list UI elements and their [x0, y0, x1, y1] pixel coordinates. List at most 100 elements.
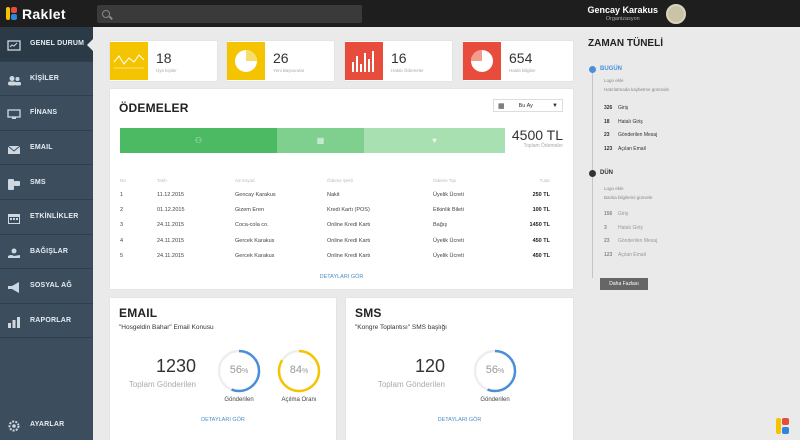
- stat-card-members[interactable]: 18 Üye kişiler: [110, 41, 217, 81]
- sidebar-item-label: KİŞİLER: [30, 74, 60, 82]
- cell-date: 24.11.2015: [157, 237, 185, 244]
- timeline-yesterday-note: Logo ekle: [604, 186, 624, 191]
- stat-card-applications[interactable]: 26 Yeni Başvurular: [227, 41, 334, 81]
- cell-name: Gercek Karakus: [235, 237, 275, 244]
- stat-label: Hatalı Ödemeler: [391, 67, 424, 73]
- bar-segment-members[interactable]: ⚇: [120, 128, 277, 153]
- pie-chart-icon: [227, 42, 265, 80]
- stat-card-failed-payments[interactable]: 16 Hatalı Ödemeler: [345, 41, 452, 81]
- timeline-yesterday-note2: Banka bilgilerini günvele: [604, 195, 653, 200]
- calendar-icon: ▦: [498, 102, 505, 110]
- people-icon: [7, 73, 21, 86]
- sidebar-item-sms[interactable]: SMS: [0, 165, 93, 200]
- list-item: 326 Giriş: [604, 105, 629, 111]
- table-row[interactable]: 5 24.11.2015 Gercek Karakus Online Kredi Ka…: [120, 249, 572, 264]
- table-row[interactable]: 1 11.12.2015 Gencay Karakus Nakit Üyelik Ücr…: [120, 187, 572, 202]
- column-header: No: [120, 177, 126, 183]
- search-icon: [102, 9, 110, 18]
- sidebar-item-sosyal-ag[interactable]: SOSYAL AĞ: [0, 269, 93, 304]
- sms-details-link[interactable]: DETAYLARI GÖR: [437, 417, 482, 423]
- donation-icon: ♥: [432, 136, 437, 145]
- search-input[interactable]: [97, 4, 362, 23]
- sidebar-item-finans[interactable]: FİNANS: [0, 96, 93, 131]
- cell-amount: 450 TL: [532, 237, 550, 244]
- payments-details-link[interactable]: DETAYLARI GÖR: [319, 274, 364, 280]
- timeline-more-button[interactable]: Daha Fazlası: [600, 278, 648, 290]
- app-logo[interactable]: Raklet: [0, 0, 93, 27]
- list-item: 23 Gönderilen Mesaj: [604, 238, 658, 245]
- bar-chart-icon: [345, 42, 383, 80]
- pie-chart-icon: [463, 42, 501, 80]
- stat-value: 18: [156, 49, 172, 66]
- cell-method: Kredi Kartı (POS): [327, 207, 370, 214]
- sidebar-item-genel-durum[interactable]: GENEL DURUM: [0, 27, 93, 62]
- bar-segment-donations[interactable]: ♥: [364, 128, 505, 153]
- sidebar-item-raporlar[interactable]: RAPORLAR: [0, 304, 93, 339]
- timeline-yesterday-label: DÜN: [600, 170, 613, 176]
- sms-total: 120: [414, 356, 445, 376]
- list-item: 123 Açılan Email: [604, 251, 646, 258]
- app-name: Raklet: [22, 5, 66, 22]
- payment-breakdown-bar: ⚇ ▦ ♥: [120, 128, 505, 153]
- sms-card: SMS "Kongre Toplantısı" SMS başlığı 120 …: [346, 298, 573, 440]
- sidebar-item-bagislar[interactable]: BAĞIŞLAR: [0, 235, 93, 270]
- sms-sent-label: Gönderilen: [480, 397, 510, 403]
- list-item: 3 Hatalı Giriş: [604, 224, 643, 231]
- user-role: Organizasyon: [605, 16, 640, 22]
- timeline-dot-yesterday: [589, 170, 596, 177]
- cell-no: 4: [120, 237, 124, 244]
- cell-method: Online Kredi Kartı: [327, 222, 371, 229]
- cell-method: Nakit: [327, 191, 340, 198]
- sidebar-item-label: AYARLAR: [30, 420, 65, 428]
- user-menu[interactable]: Gencay Karakus Organizasyon: [587, 3, 800, 24]
- email-details-link[interactable]: DETAYLARI GÖR: [201, 417, 245, 423]
- cell-type: Üyelik Ücreti: [433, 237, 464, 244]
- cell-no: 2: [120, 207, 124, 214]
- email-card: EMAIL "Hosgeldin Bahar" Email Konusu 123…: [110, 298, 336, 440]
- period-select-value: Bu Ay: [518, 102, 533, 109]
- table-header: No Tarih Ad Soyad Ödeme Şekli Ödeme Tipi…: [120, 173, 572, 187]
- bar-segment-events[interactable]: ▦: [277, 128, 364, 153]
- email-total: 1230: [155, 356, 196, 376]
- stat-label: Yeni Başvurular: [273, 67, 305, 73]
- stat-label: Hatalı Bilgiler: [509, 67, 536, 73]
- donation-icon: [7, 246, 21, 258]
- finance-icon: [7, 107, 21, 120]
- timeline-today-note: Logo ekle: [604, 78, 624, 83]
- timeline-today-label: BUGÜN: [600, 66, 622, 72]
- list-item: 18 Hatalı Giriş: [604, 118, 643, 125]
- cell-type: Etkinlik Bileti: [433, 207, 464, 214]
- cell-method: Online Kredi Kartı: [327, 237, 371, 244]
- email-open-percent: 84%: [289, 364, 309, 376]
- list-item: 156 Giriş: [604, 211, 629, 217]
- stat-card-failed-info[interactable]: 654 Hatalı Bilgiler: [463, 41, 573, 81]
- stat-value: 16: [391, 49, 407, 66]
- stat-value: 26: [273, 49, 289, 66]
- avatar[interactable]: [666, 3, 686, 24]
- people-icon: ⚇: [194, 136, 203, 145]
- column-header: Ad Soyad: [235, 177, 255, 183]
- sidebar-item-kisiler[interactable]: KİŞİLER: [0, 62, 93, 97]
- payments-card: ÖDEMELER ▦ Bu Ay ▼ ⚇ ▦ ♥ 4500 TL Toplam …: [110, 89, 573, 289]
- cell-no: 5: [120, 253, 124, 260]
- members-stat-icon: [110, 42, 148, 80]
- sidebar-item-label: BAĞIŞLAR: [30, 247, 69, 255]
- stat-label: Üye kişiler: [156, 67, 177, 73]
- sidebar-item-label: GENEL DURUM: [30, 40, 85, 48]
- calendar-icon: [7, 211, 21, 225]
- period-select[interactable]: ▦ Bu Ay ▼: [493, 99, 563, 112]
- timeline-yesterday-list: 156 Giriş 3 Hatalı Giriş 23 Gönderilen Mesa…: [604, 208, 657, 262]
- email-sent-donut: [217, 349, 261, 393]
- stat-value: 654: [509, 49, 533, 66]
- column-header: Tutar: [539, 177, 550, 183]
- sidebar-item-ayarlar[interactable]: AYARLAR: [0, 414, 64, 434]
- table-row[interactable]: 4 24.11.2015 Gercek Karakus Online Kredi Ka…: [120, 233, 572, 248]
- calendar-icon: ▦: [316, 136, 325, 145]
- cell-amount: 450 TL: [532, 253, 550, 260]
- gear-icon: [7, 419, 21, 431]
- sidebar-item-email[interactable]: EMAIL: [0, 131, 93, 166]
- table-row[interactable]: 3 24.11.2015 Coca-cola co. Online Kredi Kar…: [120, 218, 572, 233]
- table-row[interactable]: 2 01.12.2015 Gizem Eren Kredi Kartı (POS) Et…: [120, 202, 572, 217]
- timeline-panel: ZAMAN TÜNELİ BUGÜN Logo ekle Hatırlatmad…: [588, 38, 788, 298]
- sidebar-item-etkinlikler[interactable]: ETKİNLİKLER: [0, 200, 93, 235]
